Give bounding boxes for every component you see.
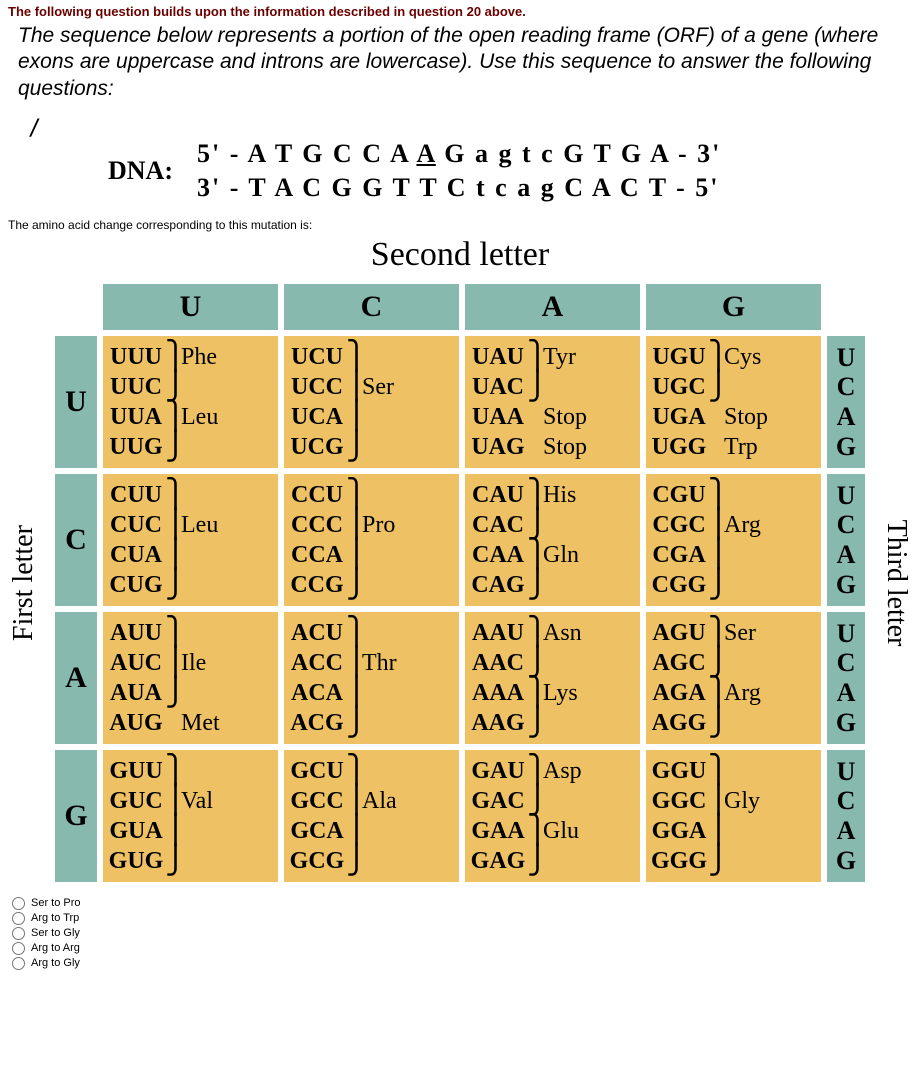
cell-cg: CGU⎫CGC⎪ArgCGA⎪CGG⎭ <box>646 474 821 606</box>
cell-cu: CUU⎫CUC⎪LeuCUA⎪CUG⎭ <box>103 474 278 606</box>
cell-gc: GCU⎫GCC⎪AlaGCA⎪GCG⎭ <box>284 750 459 882</box>
sub-question: The amino acid change corresponding to t… <box>8 218 912 232</box>
option-label-1: Arg to Trp <box>31 911 79 926</box>
codon-table-wrap: First letter Third letter U C A G U UUU⎫… <box>10 278 910 888</box>
col-head-u: U <box>103 284 278 330</box>
second-letter-header: Second letter <box>8 236 912 274</box>
first-letter-label: First letter <box>8 525 40 641</box>
row-head-u: U <box>55 336 97 468</box>
option-0[interactable]: Ser to Pro <box>12 896 912 911</box>
cell-ug: UGU⎫CysUGC⎭UGAStopUGGTrp <box>646 336 821 468</box>
radio-1[interactable] <box>12 912 25 925</box>
radio-2[interactable] <box>12 927 25 940</box>
row-head-c: C <box>55 474 97 606</box>
reference-line: The following question builds upon the i… <box>8 4 912 19</box>
option-2[interactable]: Ser to Gly <box>12 926 912 941</box>
cell-cc: CCU⎫CCC⎪ProCCA⎪CCG⎭ <box>284 474 459 606</box>
codon-table: U C A G U UUU⎫PheUUC⎭UUA⎫LeuUUG⎭ UCU⎫UCC… <box>49 278 871 888</box>
radio-4[interactable] <box>12 957 25 970</box>
dna-sequences: 5' - A T G C C A A G a g t c G T G A - 3… <box>197 137 721 205</box>
dna-bottom-strand: 3' - T A C G G T T C t c a g C A C T - 5… <box>197 171 721 205</box>
cell-ga: GAU⎫AspGAC⎭GAA⎫GluGAG⎭ <box>465 750 640 882</box>
dna-top-strand: 5' - A T G C C A A G a g t c G T G A - 3… <box>197 137 721 171</box>
col-head-c: C <box>284 284 459 330</box>
option-label-3: Arg to Arg <box>31 941 80 956</box>
third-col-g: UCAG <box>827 750 865 882</box>
option-label-0: Ser to Pro <box>31 896 81 911</box>
option-label-4: Arg to Gly <box>31 956 80 971</box>
cell-au: AUU⎫AUC⎪IleAUA⎭AUGMet <box>103 612 278 744</box>
cell-ag: AGU⎫SerAGC⎭AGA⎫ArgAGG⎭ <box>646 612 821 744</box>
option-4[interactable]: Arg to Gly <box>12 956 912 971</box>
row-head-a: A <box>55 612 97 744</box>
dna-block: DNA: 5' - A T G C C A A G a g t c G T G … <box>108 137 912 205</box>
col-head-g: G <box>646 284 821 330</box>
third-letter-label: Third letter <box>880 520 912 647</box>
third-col-a: UCAG <box>827 612 865 744</box>
cell-gg: GGU⎫GGC⎪GlyGGA⎪GGG⎭ <box>646 750 821 882</box>
radio-0[interactable] <box>12 897 25 910</box>
answer-options: Ser to Pro Arg to Trp Ser to Gly Arg to … <box>12 896 912 970</box>
third-col-c: UCAG <box>827 474 865 606</box>
cell-uc: UCU⎫UCC⎪SerUCA⎪UCG⎭ <box>284 336 459 468</box>
cell-uu: UUU⎫PheUUC⎭UUA⎫LeuUUG⎭ <box>103 336 278 468</box>
option-3[interactable]: Arg to Arg <box>12 941 912 956</box>
third-col-u: UCAG <box>827 336 865 468</box>
option-label-2: Ser to Gly <box>31 926 80 941</box>
cell-ua: UAU⎫TyrUAC⎭UAAStopUAGStop <box>465 336 640 468</box>
col-head-a: A <box>465 284 640 330</box>
row-head-g: G <box>55 750 97 882</box>
cell-ca: CAU⎫HisCAC⎭CAA⎫GlnCAG⎭ <box>465 474 640 606</box>
cell-gu: GUU⎫GUC⎪ValGUA⎪GUG⎭ <box>103 750 278 882</box>
question-text: The sequence below represents a portion … <box>18 23 912 102</box>
cell-aa: AAU⎫AsnAAC⎭AAA⎫LysAAG⎭ <box>465 612 640 744</box>
option-1[interactable]: Arg to Trp <box>12 911 912 926</box>
dna-label: DNA: <box>108 156 173 186</box>
radio-3[interactable] <box>12 942 25 955</box>
cell-ac: ACU⎫ACC⎪ThrACA⎪ACG⎭ <box>284 612 459 744</box>
